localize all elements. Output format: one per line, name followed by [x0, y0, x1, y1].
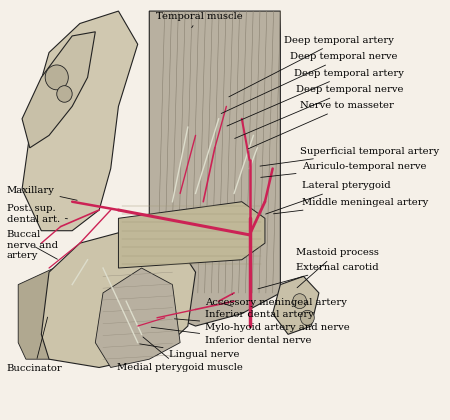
Text: Deep temporal artery: Deep temporal artery — [229, 36, 394, 97]
Text: Mastoid process: Mastoid process — [296, 248, 378, 288]
Text: Deep temporal nerve: Deep temporal nerve — [221, 52, 397, 113]
Text: Buccinator: Buccinator — [7, 317, 63, 373]
Polygon shape — [41, 231, 196, 368]
Text: Temporal muscle: Temporal muscle — [156, 11, 243, 28]
Text: Buccal
nerve and
artery: Buccal nerve and artery — [7, 230, 58, 260]
Text: Auriculo-temporal nerve: Auriculo-temporal nerve — [261, 162, 426, 177]
Text: Superficial temporal artery: Superficial temporal artery — [260, 147, 439, 166]
Circle shape — [292, 294, 306, 309]
Circle shape — [45, 65, 68, 90]
Polygon shape — [18, 260, 111, 359]
Text: Mylo-hyoid artery and nerve: Mylo-hyoid artery and nerve — [175, 319, 350, 332]
Polygon shape — [22, 32, 95, 148]
Polygon shape — [118, 202, 265, 268]
Text: External carotid: External carotid — [258, 262, 378, 289]
Text: Lingual nerve: Lingual nerve — [140, 344, 239, 359]
Text: Inferior dental nerve: Inferior dental nerve — [151, 327, 312, 346]
Polygon shape — [149, 11, 280, 326]
Text: Deep temporal nerve: Deep temporal nerve — [235, 85, 403, 139]
Polygon shape — [273, 276, 319, 334]
Polygon shape — [22, 11, 138, 231]
Text: Maxillary: Maxillary — [7, 186, 77, 200]
Text: Nerve to masseter: Nerve to masseter — [248, 101, 393, 149]
Text: Middle meningeal artery: Middle meningeal artery — [274, 198, 428, 214]
Text: Deep temporal artery: Deep temporal artery — [227, 69, 404, 126]
Text: Medial pterygoid muscle: Medial pterygoid muscle — [117, 337, 243, 372]
Text: Lateral pterygoid: Lateral pterygoid — [266, 181, 390, 214]
Text: Post. sup.
dental art.: Post. sup. dental art. — [7, 205, 68, 224]
Text: Inferior dental artery: Inferior dental artery — [205, 303, 314, 319]
Circle shape — [301, 310, 314, 325]
Polygon shape — [95, 268, 180, 368]
Circle shape — [57, 86, 72, 102]
Text: Accessory meningeal artery: Accessory meningeal artery — [205, 294, 347, 307]
